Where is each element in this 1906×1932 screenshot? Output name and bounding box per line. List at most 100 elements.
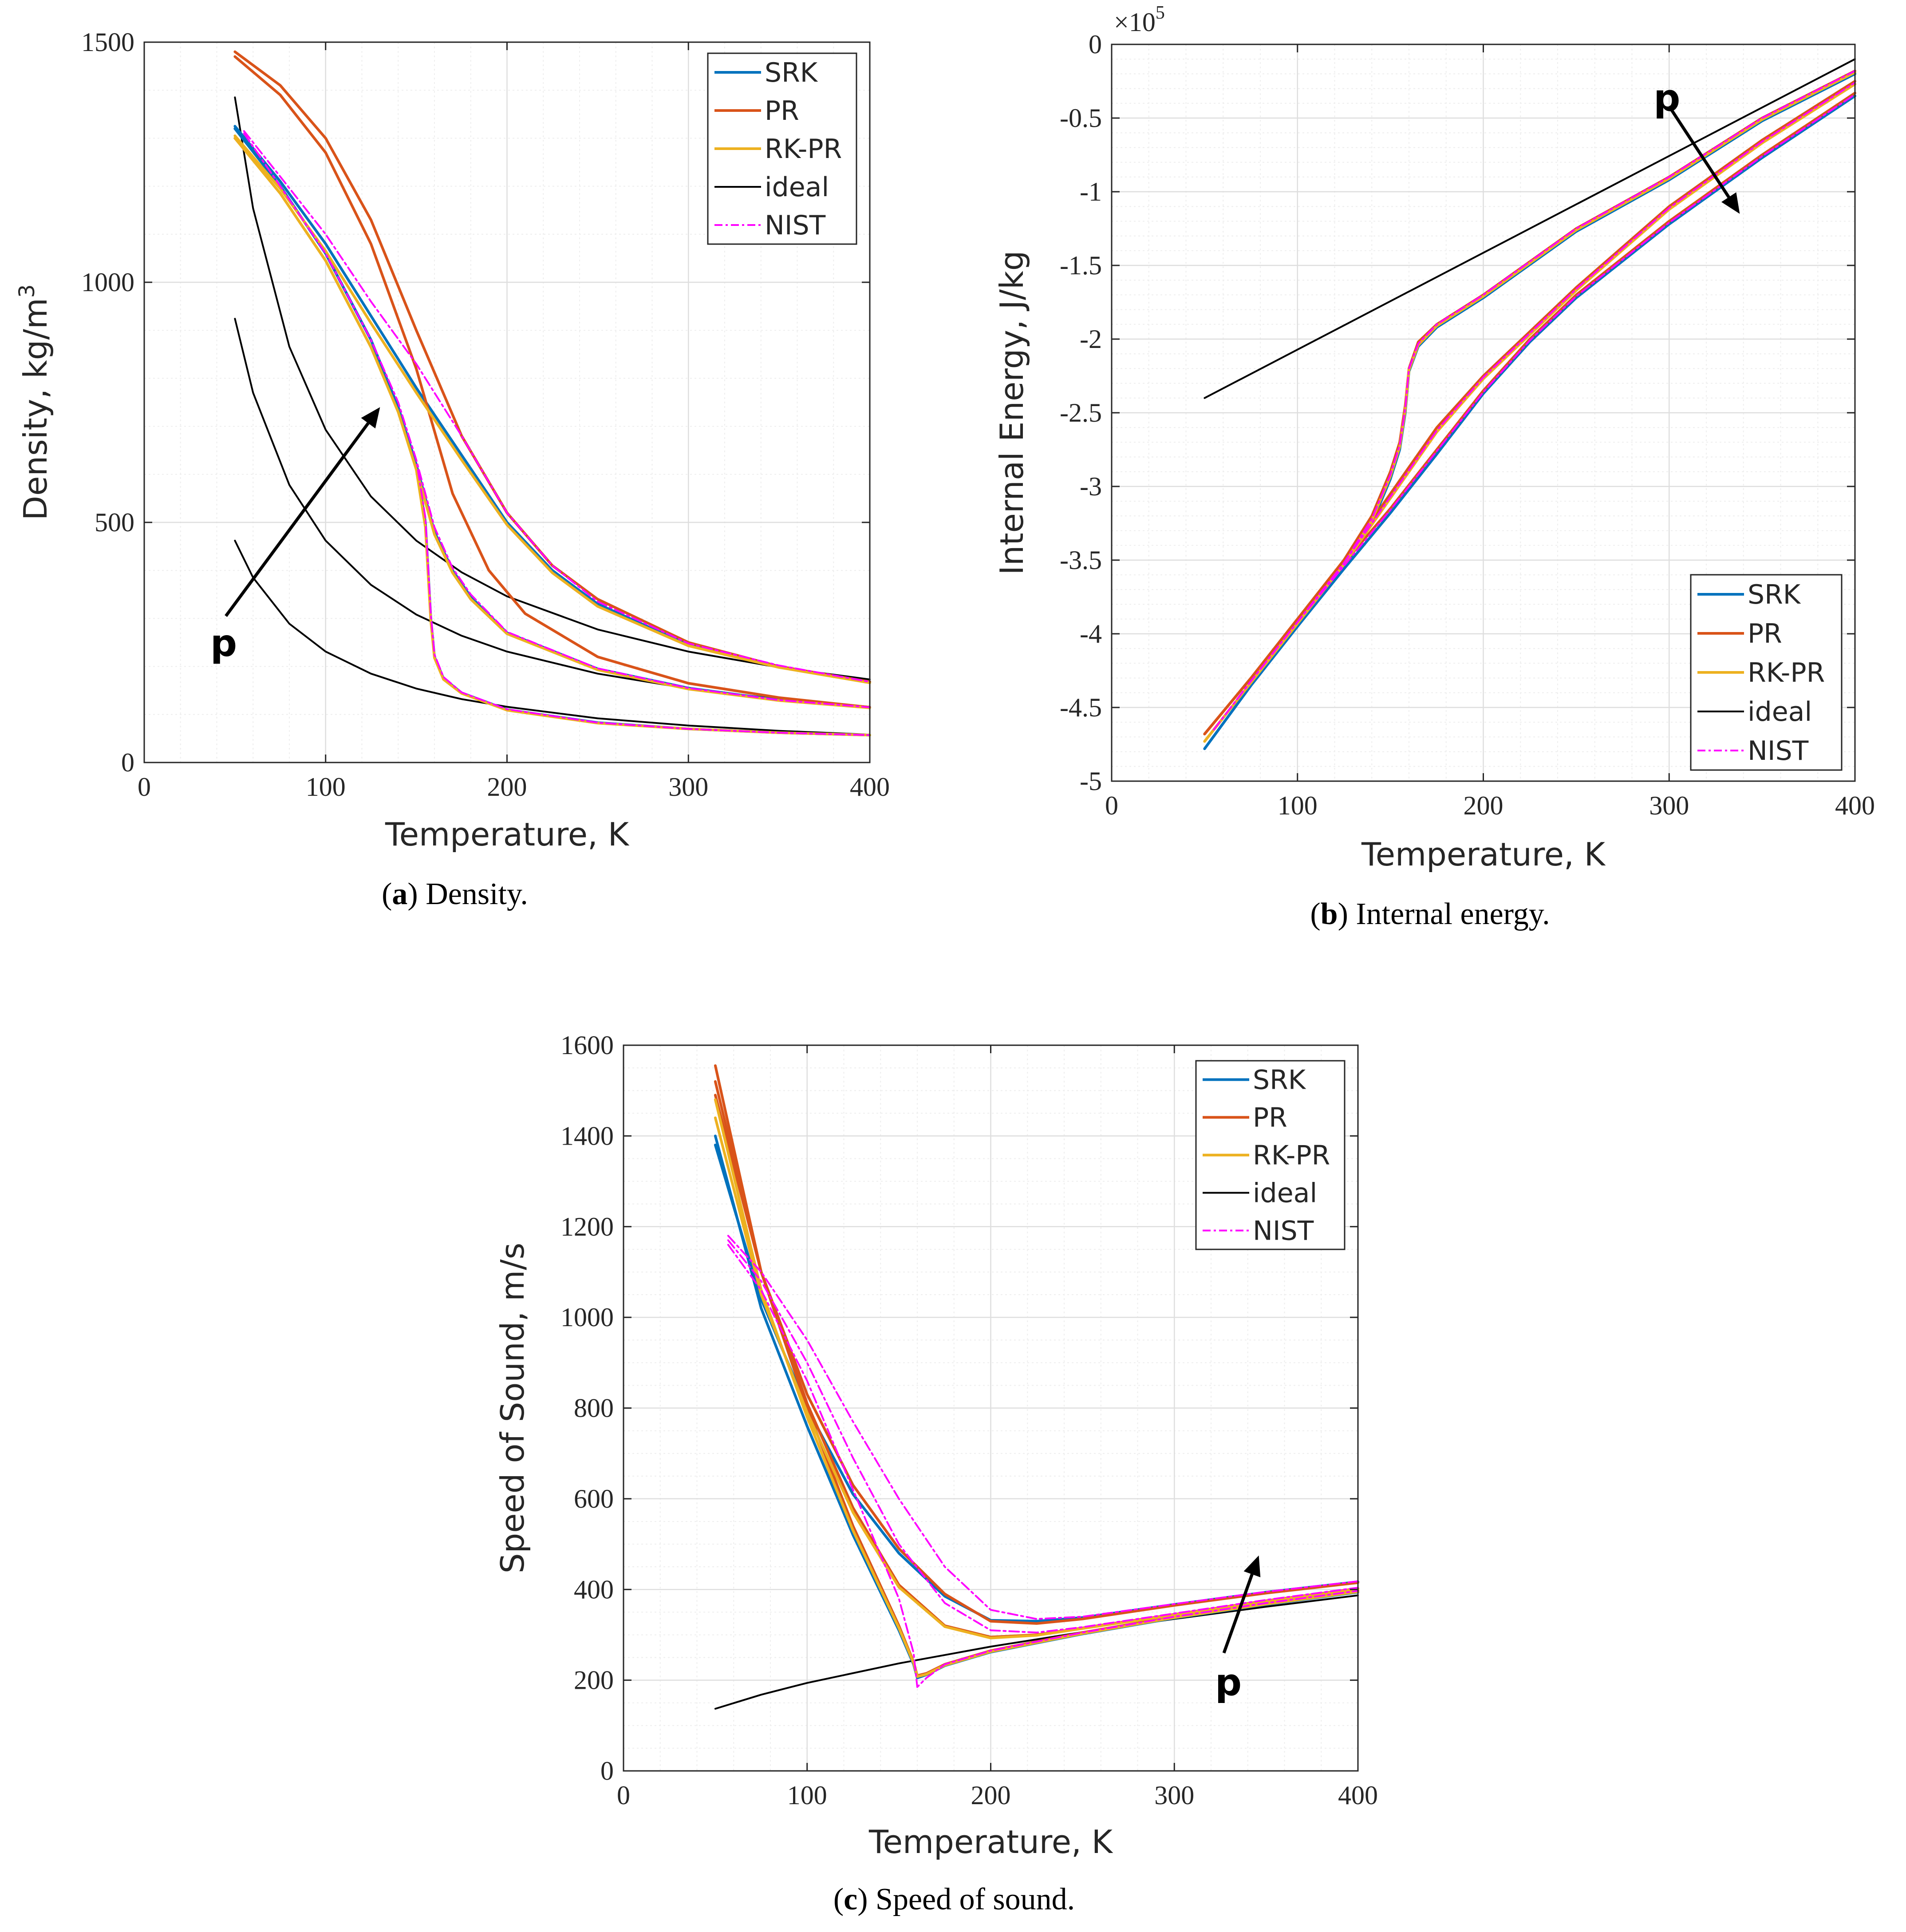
y-tick-label: 400 [574,1575,614,1604]
series-line-nist [243,130,871,683]
y-tick-label: -0.5 [1060,103,1102,133]
series-line-pr [1203,91,1856,735]
x-tick-label: 100 [1278,791,1318,820]
series-group [714,1064,1359,1710]
series-line-rk-pr [714,1116,1359,1640]
arrow-head [1721,192,1740,214]
arrow-head [361,407,380,429]
legend-label-srk: SRK [765,57,818,88]
pressure-arrow: p [1653,76,1740,214]
series-line-srk [1203,95,1856,750]
y-tick-label: 1600 [560,1031,614,1060]
series-line-pr [233,55,871,709]
caption-c: (c) Speed of sound. [833,1882,1075,1916]
series-line-ideal [234,540,871,736]
y-tick-label: -2.5 [1060,398,1102,427]
x-tick-label: 200 [487,772,527,802]
pressure-arrow: p [1215,1555,1261,1704]
series-line-pr [714,1094,1359,1625]
density-chart-svg: 0 100 200 300 400 0 500 1000 1500 Temperature, K D… [15,28,890,853]
legend-label-ideal: ideal [765,172,829,203]
y-tick-label: -2 [1080,324,1102,354]
series-group [1203,58,1856,750]
speed-of-sound-chart-svg: 0 100 200 300 400 0 200 400 600 800 1000 1200 1400 16… [494,1031,1378,1861]
legend-label-rk-pr: RK-PR [1253,1140,1330,1171]
legend-label-pr: PR [1253,1102,1287,1134]
arrow-shaft [225,422,370,617]
series-line-rk-pr [233,137,871,737]
y-tick-label: -3 [1080,472,1102,501]
y-tick-label: 1000 [560,1303,614,1332]
arrow-head [1243,1555,1261,1577]
caption-a-text: Density. [418,877,528,911]
y-tick-label: 0 [121,748,134,777]
x-tick-label: 100 [306,772,346,802]
y-multiplier-exponent: 5 [1156,3,1165,23]
density-plot: 0 100 200 300 400 0 500 1000 1500 Temperature, K D… [0,0,910,865]
x-tick-label: 300 [1649,791,1689,820]
tick-labels: 0 100 200 300 400 -5 -4.5 -4 -3.5 -3 -2.5 -2 -1.5 -1 -… [1060,30,1875,820]
tick-labels: 0 100 200 300 400 0 500 1000 1500 [81,28,890,802]
x-tick-label: 0 [1105,791,1118,820]
y-tick-label: 1200 [560,1212,614,1241]
y-tick-label: -4 [1080,619,1102,648]
pressure-arrow-label: p [1653,76,1680,119]
caption-a: (a) Density. [382,877,528,911]
series-line-nist [727,1244,1359,1688]
y-tick-label: 500 [95,508,134,537]
caption-b-text: Internal energy. [1348,897,1550,931]
caption-b: (b) Internal energy. [1310,897,1550,931]
legend-label-srk: SRK [1748,579,1801,610]
x-tick-label: 0 [138,772,151,802]
x-tick-label: 200 [971,1781,1011,1810]
x-tick-label: 300 [668,772,708,802]
y-tick-label: 200 [574,1666,614,1695]
series-line-ideal [234,96,871,680]
series-line-ideal [1204,58,1856,399]
legend-label-rk-pr: RK-PR [765,134,842,165]
pressure-arrow-label: p [1215,1660,1242,1704]
legend-label-nist: NIST [1748,735,1809,766]
series-line-rk-pr [1203,83,1856,743]
internal-energy-plot: 0 100 200 300 400 -5 -4.5 -4 -3.5 -3 -2.5 -2 -1.5 -1 -… [954,0,1906,888]
caption-b-letter: b [1320,897,1338,931]
legend-label-pr: PR [1748,618,1782,649]
x-axis-label: Temperature, K [1361,836,1606,873]
series-line-nist [727,1235,1359,1620]
legend-label-rk-pr: RK-PR [1748,657,1825,688]
y-axis-label: Density, kg/m3 [15,284,54,521]
legend-label-nist: NIST [765,210,826,241]
internal-energy-chart-svg: 0 100 200 300 400 -5 -4.5 -4 -3.5 -3 -2.5 -2 -1.5 -1 -… [993,3,1875,873]
x-tick-label: 400 [1835,791,1875,820]
y-tick-label: 1500 [81,28,134,57]
x-axis-label: Temperature, K [868,1823,1113,1861]
legend-label-ideal: ideal [1253,1178,1317,1209]
caption-a-letter: a [392,877,408,911]
x-tick-label: 100 [787,1781,827,1810]
series-line-nist [243,132,871,736]
y-tick-label: -4.5 [1060,693,1102,722]
legend: SRK PR RK-PR ideal NIST [707,52,857,245]
arrow-shaft [1222,1573,1254,1654]
pressure-arrow-label: p [210,621,237,665]
series-line-rk-pr [233,134,871,684]
legend-label-srk: SRK [1253,1065,1306,1096]
tick-labels: 0 100 200 300 400 0 200 400 600 800 1000 1200 1400 16… [560,1031,1378,1810]
y-axis-label-superscript: 3 [15,284,39,298]
y-axis-label: Internal Energy, J/kg [993,250,1030,575]
legend: SRK PR RK-PR ideal NIST [1195,1060,1346,1250]
series-group [233,50,871,737]
legend: SRK PR RK-PR ideal NIST [1690,574,1843,771]
speed-of-sound-plot: 0 100 200 300 400 0 200 400 600 800 1000 1200 1400 16… [488,999,1420,1864]
pressure-arrow: p [210,407,380,665]
y-tick-label: 0 [600,1756,614,1786]
arrow-shaft [1668,105,1730,198]
x-tick-label: 400 [1338,1781,1378,1810]
series-line-nist [1213,93,1856,731]
y-tick-label: 1400 [560,1121,614,1150]
y-tick-label: 800 [574,1394,614,1423]
y-axis-label: Speed of Sound, m/s [494,1243,531,1573]
y-tick-label: 1000 [81,268,134,297]
y-tick-label: -1.5 [1060,251,1102,280]
y-tick-label: 0 [1089,30,1102,59]
